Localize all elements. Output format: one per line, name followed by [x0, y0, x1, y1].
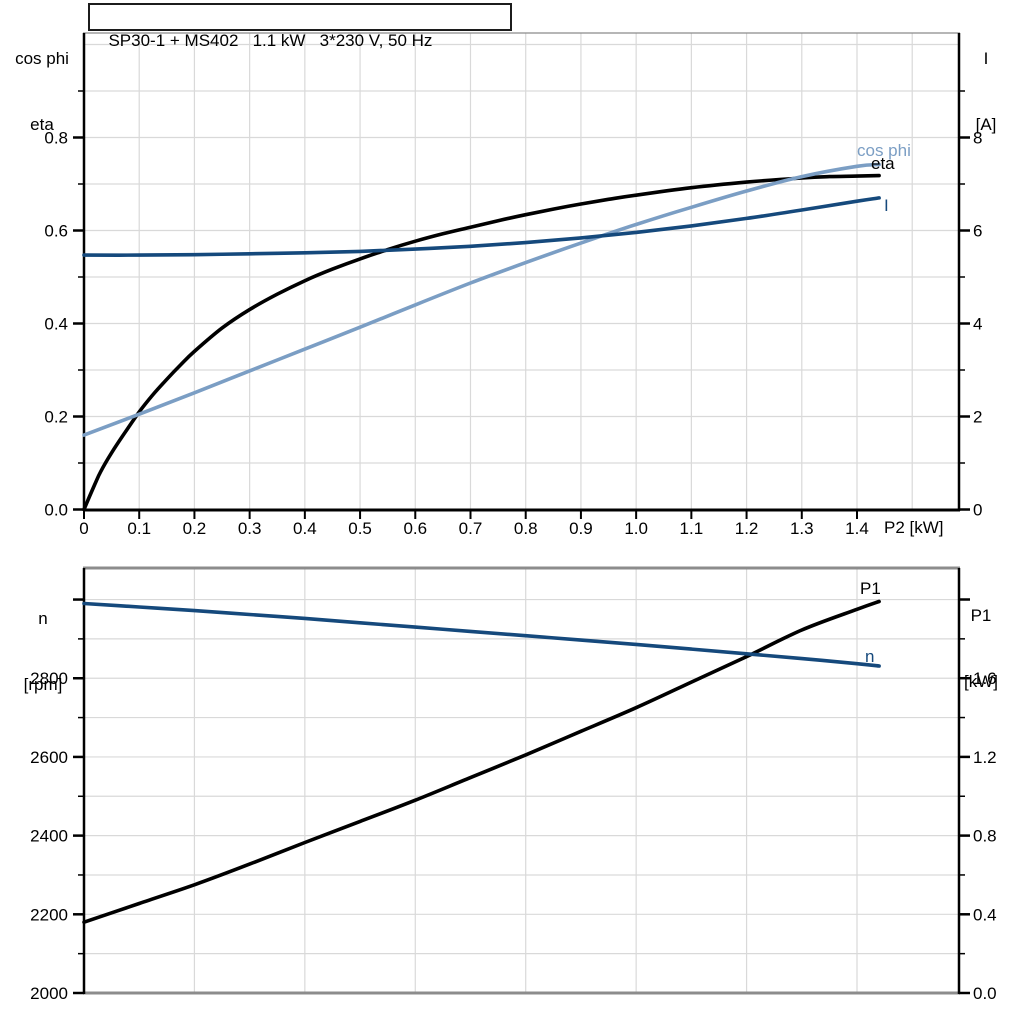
y-left-tick-label: 2600: [30, 748, 68, 767]
y-left-tick-label: 2200: [30, 905, 68, 924]
y-right-tick-label: 0.0: [973, 984, 997, 1003]
x-tick-label: 0.3: [238, 519, 262, 538]
eta-curve-label: eta: [871, 154, 895, 173]
x-tick-label: 1.1: [680, 519, 704, 538]
cos-phi-curve: [82, 162, 881, 437]
current-axis-label: I: [983, 49, 989, 68]
bottom-left-axis-header: n [rpm]: [6, 564, 80, 718]
x-tick-label: 0.7: [459, 519, 483, 538]
speed-axis-label: n: [38, 609, 48, 628]
chart-title-box: SP30-1 + MS402 1.1 kW 3*230 V, 50 Hz: [88, 3, 512, 50]
y-left-tick-label: 2000: [30, 984, 68, 1003]
x-tick-label: 0: [79, 519, 88, 538]
rpm-unit-label: [rpm]: [23, 675, 63, 694]
y-right-tick-label: 0: [973, 501, 982, 520]
x-axis-label: P2 [kW]: [884, 518, 944, 537]
eta-axis-label: eta: [30, 115, 54, 134]
p1-axis-label: P1: [970, 606, 992, 625]
chart-title: SP30-1 + MS402 1.1 kW 3*230 V, 50 Hz: [108, 31, 433, 50]
y-right-tick-label: 1.2: [973, 748, 997, 767]
x-tick-label: 0.6: [403, 519, 427, 538]
y-left-tick-label: 0.0: [44, 501, 68, 520]
bottom-right-axis-header: P1 [kW]: [952, 561, 1010, 715]
ampere-unit-label: [A]: [975, 115, 997, 134]
y-left-tick-label: 0.6: [44, 222, 68, 241]
y-left-tick-label: 0.4: [44, 315, 68, 334]
I-curve: [82, 196, 881, 257]
n-curve: [82, 601, 881, 668]
x-tick-label: 0.2: [183, 519, 207, 538]
x-tick-label: 0.5: [348, 519, 372, 538]
y-right-tick-label: 0.8: [973, 827, 997, 846]
x-tick-label: 0.8: [514, 519, 538, 538]
cos-phi-axis-label: cos phi: [15, 49, 69, 68]
x-tick-label: 1.4: [845, 519, 869, 538]
kw-unit-label: [kW]: [964, 672, 998, 691]
y-left-tick-label: 2800: [30, 669, 68, 688]
x-tick-label: 0.1: [127, 519, 151, 538]
x-tick-label: 1.2: [735, 519, 759, 538]
cos-phi-curve-label: cos phi: [857, 141, 911, 160]
y-right-tick-label: 4: [973, 315, 982, 334]
y-right-tick-label: 6: [973, 222, 982, 241]
top-chart: 0.0 0.2 0.4 0.6 0.8 0 2 4 6 8 0 0.1 0.2 0.3 0.4 0.5 0.6 0…: [44, 32, 982, 538]
y-right-tick-label: 8: [973, 129, 982, 148]
y-left-tick-label: 0.2: [44, 408, 68, 427]
y-left-tick-label: 2400: [30, 827, 68, 846]
y-left-tick-label: 0.8: [44, 129, 68, 148]
y-right-tick-label: 2: [973, 408, 982, 427]
eta-curve: [82, 173, 881, 512]
P1-curve: [82, 599, 881, 924]
p1-curve-label: P1: [860, 579, 881, 598]
x-tick-label: 0.4: [293, 519, 317, 538]
x-tick-label: 1.0: [624, 519, 648, 538]
x-tick-label: 0.9: [569, 519, 593, 538]
y-right-tick-label: 1.6: [973, 669, 997, 688]
n-curve-label: n: [865, 647, 875, 666]
current-curve-label: I: [884, 196, 889, 215]
bottom-chart: 2000 2200 2400 2600 2800 0.0 0.4 0.8 1.2 1.6: [30, 566, 997, 1003]
x-tick-label: 1.3: [790, 519, 814, 538]
top-left-axis-header: cos phi eta: [2, 4, 82, 158]
y-right-tick-label: 0.4: [973, 905, 997, 924]
top-right-axis-header: I [A]: [960, 4, 1012, 158]
